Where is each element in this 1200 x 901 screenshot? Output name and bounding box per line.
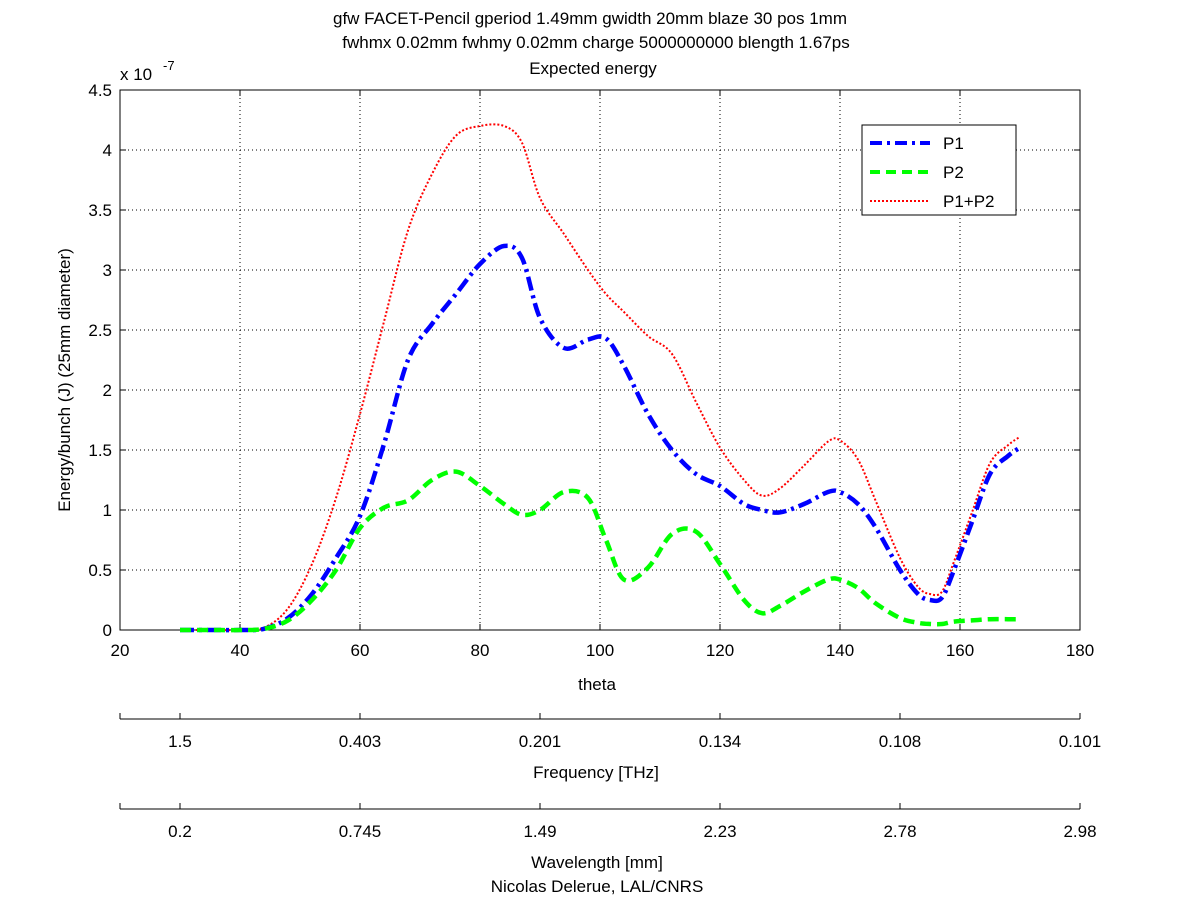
frequency-axis: 1.5 0.403 0.201 0.134 0.108 0.101 Frequency [… [119,713,1102,782]
wavelength-tick-label: 0.2 [168,822,192,841]
frequency-axis-label: Frequency [THz] [533,763,659,782]
y-tick-label: 0.5 [88,561,112,580]
x-tick-label: 80 [471,641,490,660]
wavelength-tick-label: 2.98 [1063,822,1096,841]
x-tick-label: 140 [826,641,854,660]
series-line-p2 [180,469,1020,633]
frequency-tick-label: 0.108 [879,732,922,751]
wavelength-axis: 0.2 0.745 1.49 2.23 2.78 2.98 Wavelength [mm] [119,803,1097,872]
x-tick-label: 100 [586,641,614,660]
wavelength-tick-label: 2.23 [703,822,736,841]
x-tick-label: 20 [111,641,130,660]
x-axis: 20 40 60 80 100 120 140 160 180 [111,90,1094,660]
y-tick-label: 2.5 [88,321,112,340]
frequency-tick-label: 0.134 [699,732,742,751]
series-line-p1p2 [180,123,1021,632]
wavelength-tick-label: 2.78 [883,822,916,841]
footer-credit: Nicolas Delerue, LAL/CNRS [491,877,704,896]
legend-label-p1p2: P1+P2 [943,192,995,211]
y-tick-label: 1 [103,501,112,520]
frequency-tick-label: 0.201 [519,732,562,751]
wavelength-tick-label: 0.745 [339,822,382,841]
x-tick-label: 180 [1066,641,1094,660]
x-tick-label: 120 [706,641,734,660]
x-tick-label: 60 [351,641,370,660]
y-tick-label: 2 [103,381,112,400]
legend-label-p2: P2 [943,163,964,182]
legend-label-p1: P1 [943,134,964,153]
wavelength-axis-label: Wavelength [mm] [531,853,663,872]
legend: P1 P2 P1+P2 [861,124,1017,216]
wavelength-tick-label: 1.49 [523,822,556,841]
y-tick-label: 1.5 [88,441,112,460]
x-tick-label: 40 [231,641,250,660]
y-tick-label: 3.5 [88,201,112,220]
y-axis: 0 0.5 1 1.5 2 2.5 3 3.5 4 4.5 [88,81,1080,640]
y-tick-label: 3 [103,261,112,280]
chart-title-line-3: Expected energy [529,59,657,78]
frequency-tick-label: 0.101 [1059,732,1102,751]
grid [120,90,1080,630]
chart-title-line-1: gfw FACET-Pencil gperiod 1.49mm gwidth 2… [333,9,847,28]
y-tick-label: 0 [103,621,112,640]
y-tick-label: 4.5 [88,81,112,100]
x-axis-label: theta [578,675,616,694]
frequency-tick-label: 1.5 [168,732,192,751]
y-exponent-label: x 10 [120,65,152,84]
series-group [180,123,1022,633]
y-axis-label: Energy/bunch (J) (25mm diameter) [55,248,74,512]
y-exponent-power: -7 [163,58,175,73]
series-line-p1 [180,243,1022,633]
y-tick-label: 4 [103,141,112,160]
frequency-tick-label: 0.403 [339,732,382,751]
x-tick-label: 160 [946,641,974,660]
chart-title-line-2: fwhmx 0.02mm fwhmy 0.02mm charge 5000000… [342,33,849,52]
